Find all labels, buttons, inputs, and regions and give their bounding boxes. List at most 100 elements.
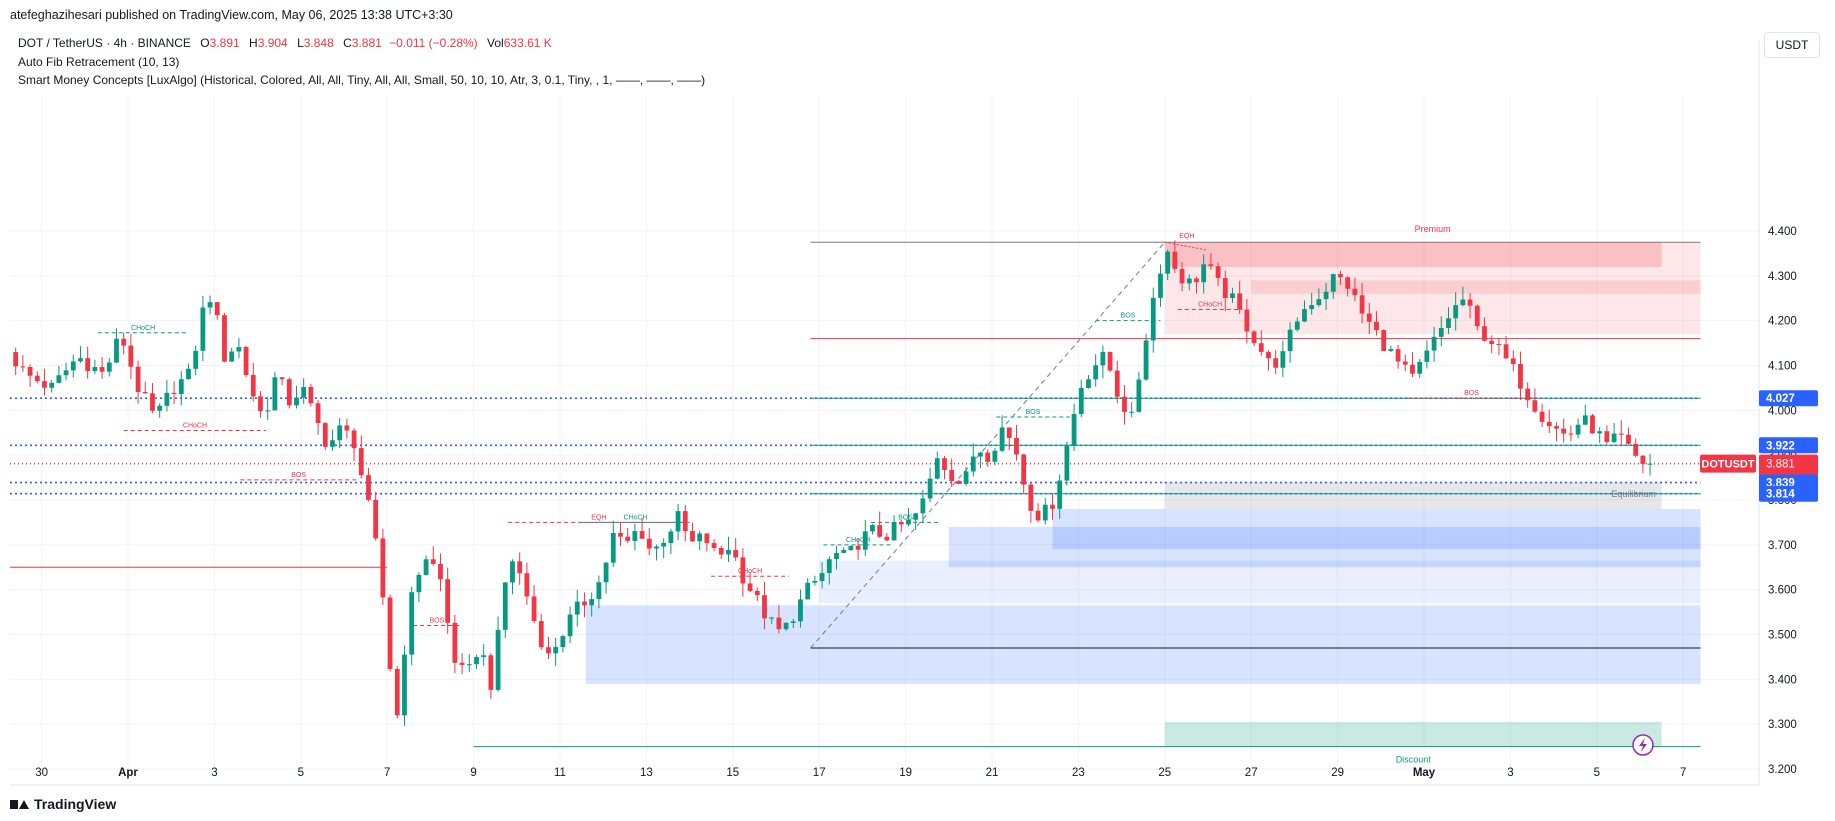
candle-body [1014, 437, 1019, 455]
candle-body [718, 547, 724, 555]
tradingview-footer[interactable]: TradingView [10, 796, 116, 812]
candle-body [186, 368, 191, 380]
candle-body [877, 525, 883, 537]
candle-body [1503, 344, 1509, 359]
candle-body [625, 536, 631, 541]
structure-label: EQH [591, 514, 606, 521]
volume-value: 633.61 K [503, 36, 552, 50]
candle-body [704, 533, 710, 544]
candle-body [1042, 504, 1048, 521]
candle-body [394, 668, 400, 716]
candle-body [416, 574, 422, 593]
zone-premium [1164, 242, 1701, 335]
price-tick-label: 4.100 [1768, 361, 1797, 373]
price-tick-label: 4.000 [1768, 405, 1797, 417]
candle-body [438, 563, 443, 580]
candle-body [1453, 305, 1459, 319]
candle-body [474, 657, 479, 665]
candle-body [1518, 363, 1523, 389]
candle-body [848, 545, 854, 551]
change-value: −0.011 (−0.28%) [389, 36, 478, 50]
candle-body [1114, 370, 1120, 397]
candle-body [1136, 379, 1142, 412]
candle-body [1374, 321, 1379, 331]
candle-body [790, 621, 796, 623]
candle-body [654, 546, 659, 549]
candle-body [1460, 299, 1466, 306]
price-tick-label: 4.200 [1768, 316, 1797, 328]
structure-label: BOS [429, 618, 444, 625]
indicator-smc[interactable]: Smart Money Concepts [LuxAlgo] (Historic… [18, 73, 706, 87]
axes: 3.2003.3003.4003.5003.6003.7003.8003.900… [10, 40, 1797, 786]
candle-body [1640, 455, 1646, 464]
candle-body [42, 381, 47, 388]
candle-body [1323, 291, 1329, 300]
candle-body [1201, 264, 1207, 283]
candle-body [1417, 361, 1423, 374]
candle-body [1230, 293, 1235, 298]
candle-body [798, 599, 803, 622]
replay-button[interactable] [1632, 734, 1654, 756]
candle-body [351, 430, 357, 449]
candle-body [99, 367, 105, 372]
structure-label: BOS [1464, 390, 1479, 397]
candle-body [1410, 364, 1415, 374]
candle-body [769, 617, 775, 619]
price-chart[interactable]: CHoCH CHoCH BOS BOS EQH CHoCH CHoCH CHoCH BOS BOS… [0, 0, 1835, 790]
low-value: 3.848 [303, 36, 334, 50]
candle-body [150, 393, 155, 411]
candle-body [1525, 388, 1531, 401]
candle-body [546, 647, 551, 654]
symbol-name[interactable]: DOT / TetherUS · 4h · BINANCE [18, 36, 191, 50]
zone-label-equilibrium: Equilibrium [1611, 489, 1656, 499]
candle-body [582, 601, 587, 606]
open-label: O [200, 36, 210, 50]
lightning-glyph [1639, 738, 1647, 752]
candle-body [1215, 266, 1221, 279]
candle-body [963, 471, 969, 484]
high-value: 3.904 [257, 36, 288, 50]
zone-demand-2 [948, 526, 1701, 568]
candle-body [279, 377, 285, 380]
time-tick-label: 13 [640, 767, 653, 779]
candle-body [1078, 387, 1084, 415]
level-price-tag [1759, 390, 1818, 407]
candle-body [222, 315, 227, 362]
close-value: 3.881 [351, 36, 382, 50]
candle-body [589, 599, 595, 606]
publisher-line: atefeghazihesari published on TradingVie… [10, 8, 453, 22]
candle-body [135, 366, 141, 393]
candle-body [855, 545, 861, 550]
price-tick-label: 3.300 [1768, 719, 1797, 731]
candle-body [337, 425, 343, 441]
level-lines [10, 241, 1701, 748]
structure-label: CHoCH [183, 423, 207, 430]
zone-label-discount: Discount [1396, 755, 1432, 765]
candle-body [445, 579, 451, 623]
candle-body [1302, 309, 1307, 322]
symbol-ohlc-row[interactable]: DOT / TetherUS · 4h · BINANCE O3.891 H3.… [18, 34, 705, 53]
level-price-text: 4.027 [1766, 393, 1795, 405]
candle-body [1280, 351, 1286, 368]
time-tick-label: 5 [298, 767, 304, 779]
price-tick-label: 3.600 [1768, 585, 1797, 597]
indicator-fib[interactable]: Auto Fib Retracement (10, 13) [18, 54, 180, 69]
structure-label: BOS [291, 472, 306, 479]
time-tick-label: 25 [1158, 767, 1171, 779]
candle-body [934, 458, 940, 479]
footer-brand: TradingView [34, 796, 117, 812]
zone-equilibrium [1164, 482, 1662, 509]
zone-labels: Premium Equilibrium Discount [1396, 224, 1656, 764]
price-tick-label: 3.500 [1768, 630, 1797, 642]
candle-body [70, 361, 76, 371]
candle-body [560, 636, 566, 648]
candle-body [488, 655, 494, 690]
candle-body [1309, 305, 1315, 310]
candle-body [1554, 426, 1559, 429]
candle-body [1359, 295, 1365, 314]
candle-body [178, 379, 184, 394]
time-tick-label: 23 [1072, 767, 1085, 779]
candle-body [1474, 305, 1480, 327]
currency-button[interactable]: USDT [1764, 32, 1820, 58]
candle-body [726, 549, 731, 555]
